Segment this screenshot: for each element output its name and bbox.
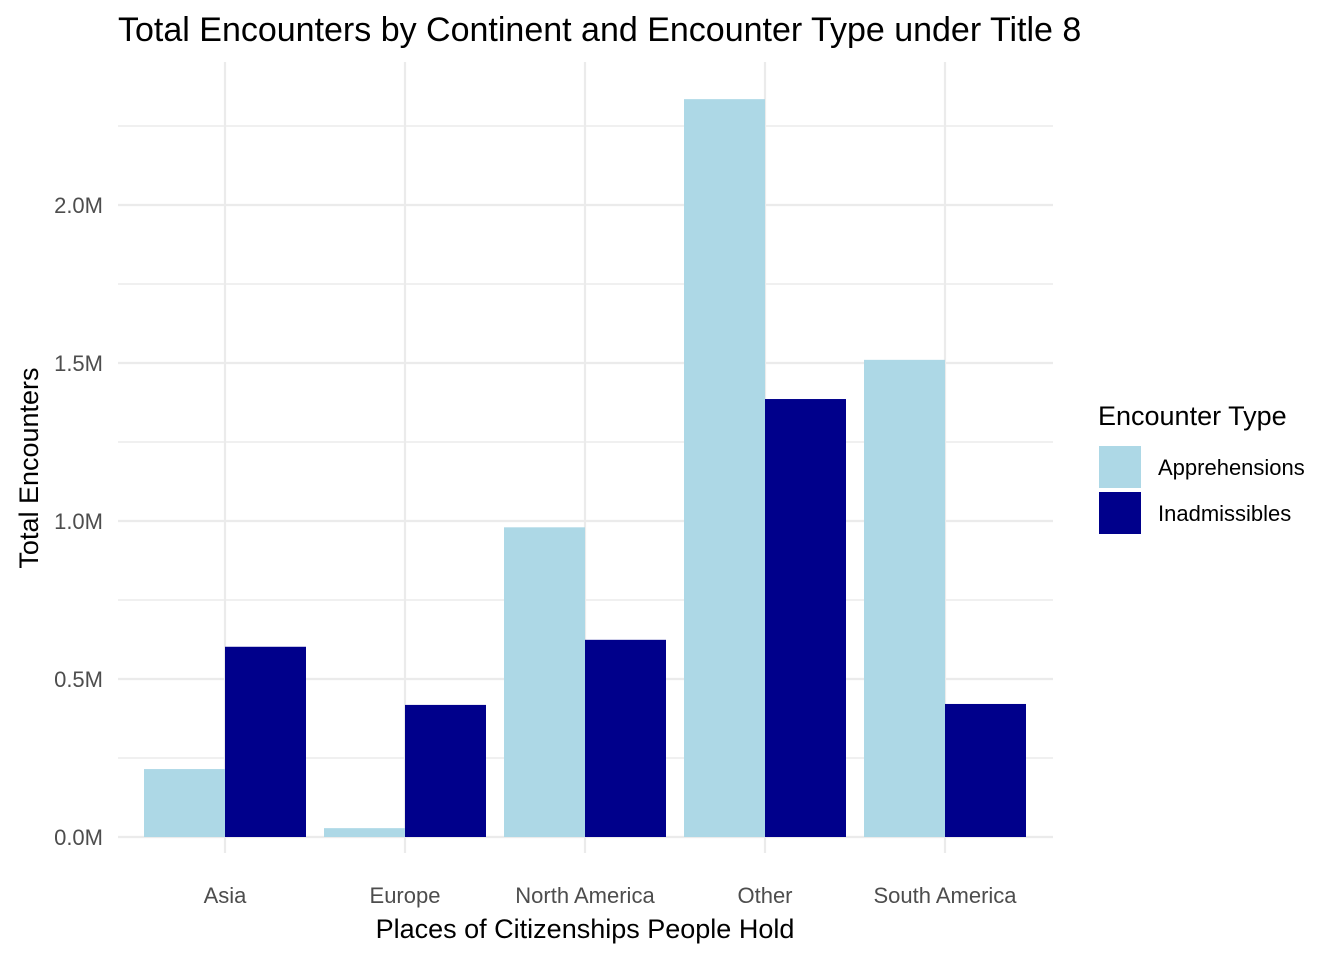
x-tick-label: South America (873, 883, 1017, 908)
y-axis-ticks: 0.0M 0.5M 1.0M 1.5M 2.0M (54, 193, 103, 850)
legend-label-inadmissibles: Inadmissibles (1158, 501, 1291, 526)
bar-apprehensions-other (684, 99, 765, 837)
y-tick-label: 2.0M (54, 193, 103, 218)
legend-label-apprehensions: Apprehensions (1158, 455, 1305, 480)
legend: Encounter Type Apprehensions Inadmissible… (1098, 401, 1305, 534)
bar-apprehensions-north-america (504, 527, 585, 837)
legend-swatch-inadmissibles (1099, 492, 1141, 534)
bar-inadmissibles-south-america (945, 703, 1026, 837)
x-tick-label: Asia (204, 883, 248, 908)
chart-title: Total Encounters by Continent and Encoun… (118, 11, 1081, 49)
y-tick-label: 1.0M (54, 509, 103, 534)
y-tick-label: 0.5M (54, 667, 103, 692)
bar-inadmissibles-north-america (585, 639, 666, 837)
y-tick-label: 1.5M (54, 351, 103, 376)
x-tick-label: Europe (370, 883, 441, 908)
y-axis-title: Total Encounters (14, 367, 44, 568)
x-axis-ticks: Asia Europe North America Other South Americ… (204, 883, 1018, 908)
bar-inadmissibles-europe (405, 704, 486, 837)
bar-inadmissibles-asia (225, 646, 306, 837)
y-tick-label: 0.0M (54, 825, 103, 850)
bar-inadmissibles-other (765, 399, 846, 837)
bar-apprehensions-asia (144, 769, 225, 837)
legend-swatch-apprehensions (1099, 446, 1141, 488)
bar-apprehensions-europe (324, 828, 405, 837)
bar-apprehensions-south-america (864, 359, 945, 837)
legend-items: Apprehensions Inadmissibles (1099, 446, 1305, 534)
x-tick-label: North America (515, 883, 655, 908)
bars (144, 99, 1026, 837)
x-axis-title: Places of Citizenships People Hold (376, 914, 795, 944)
legend-title: Encounter Type (1098, 401, 1287, 431)
x-tick-label: Other (737, 883, 792, 908)
